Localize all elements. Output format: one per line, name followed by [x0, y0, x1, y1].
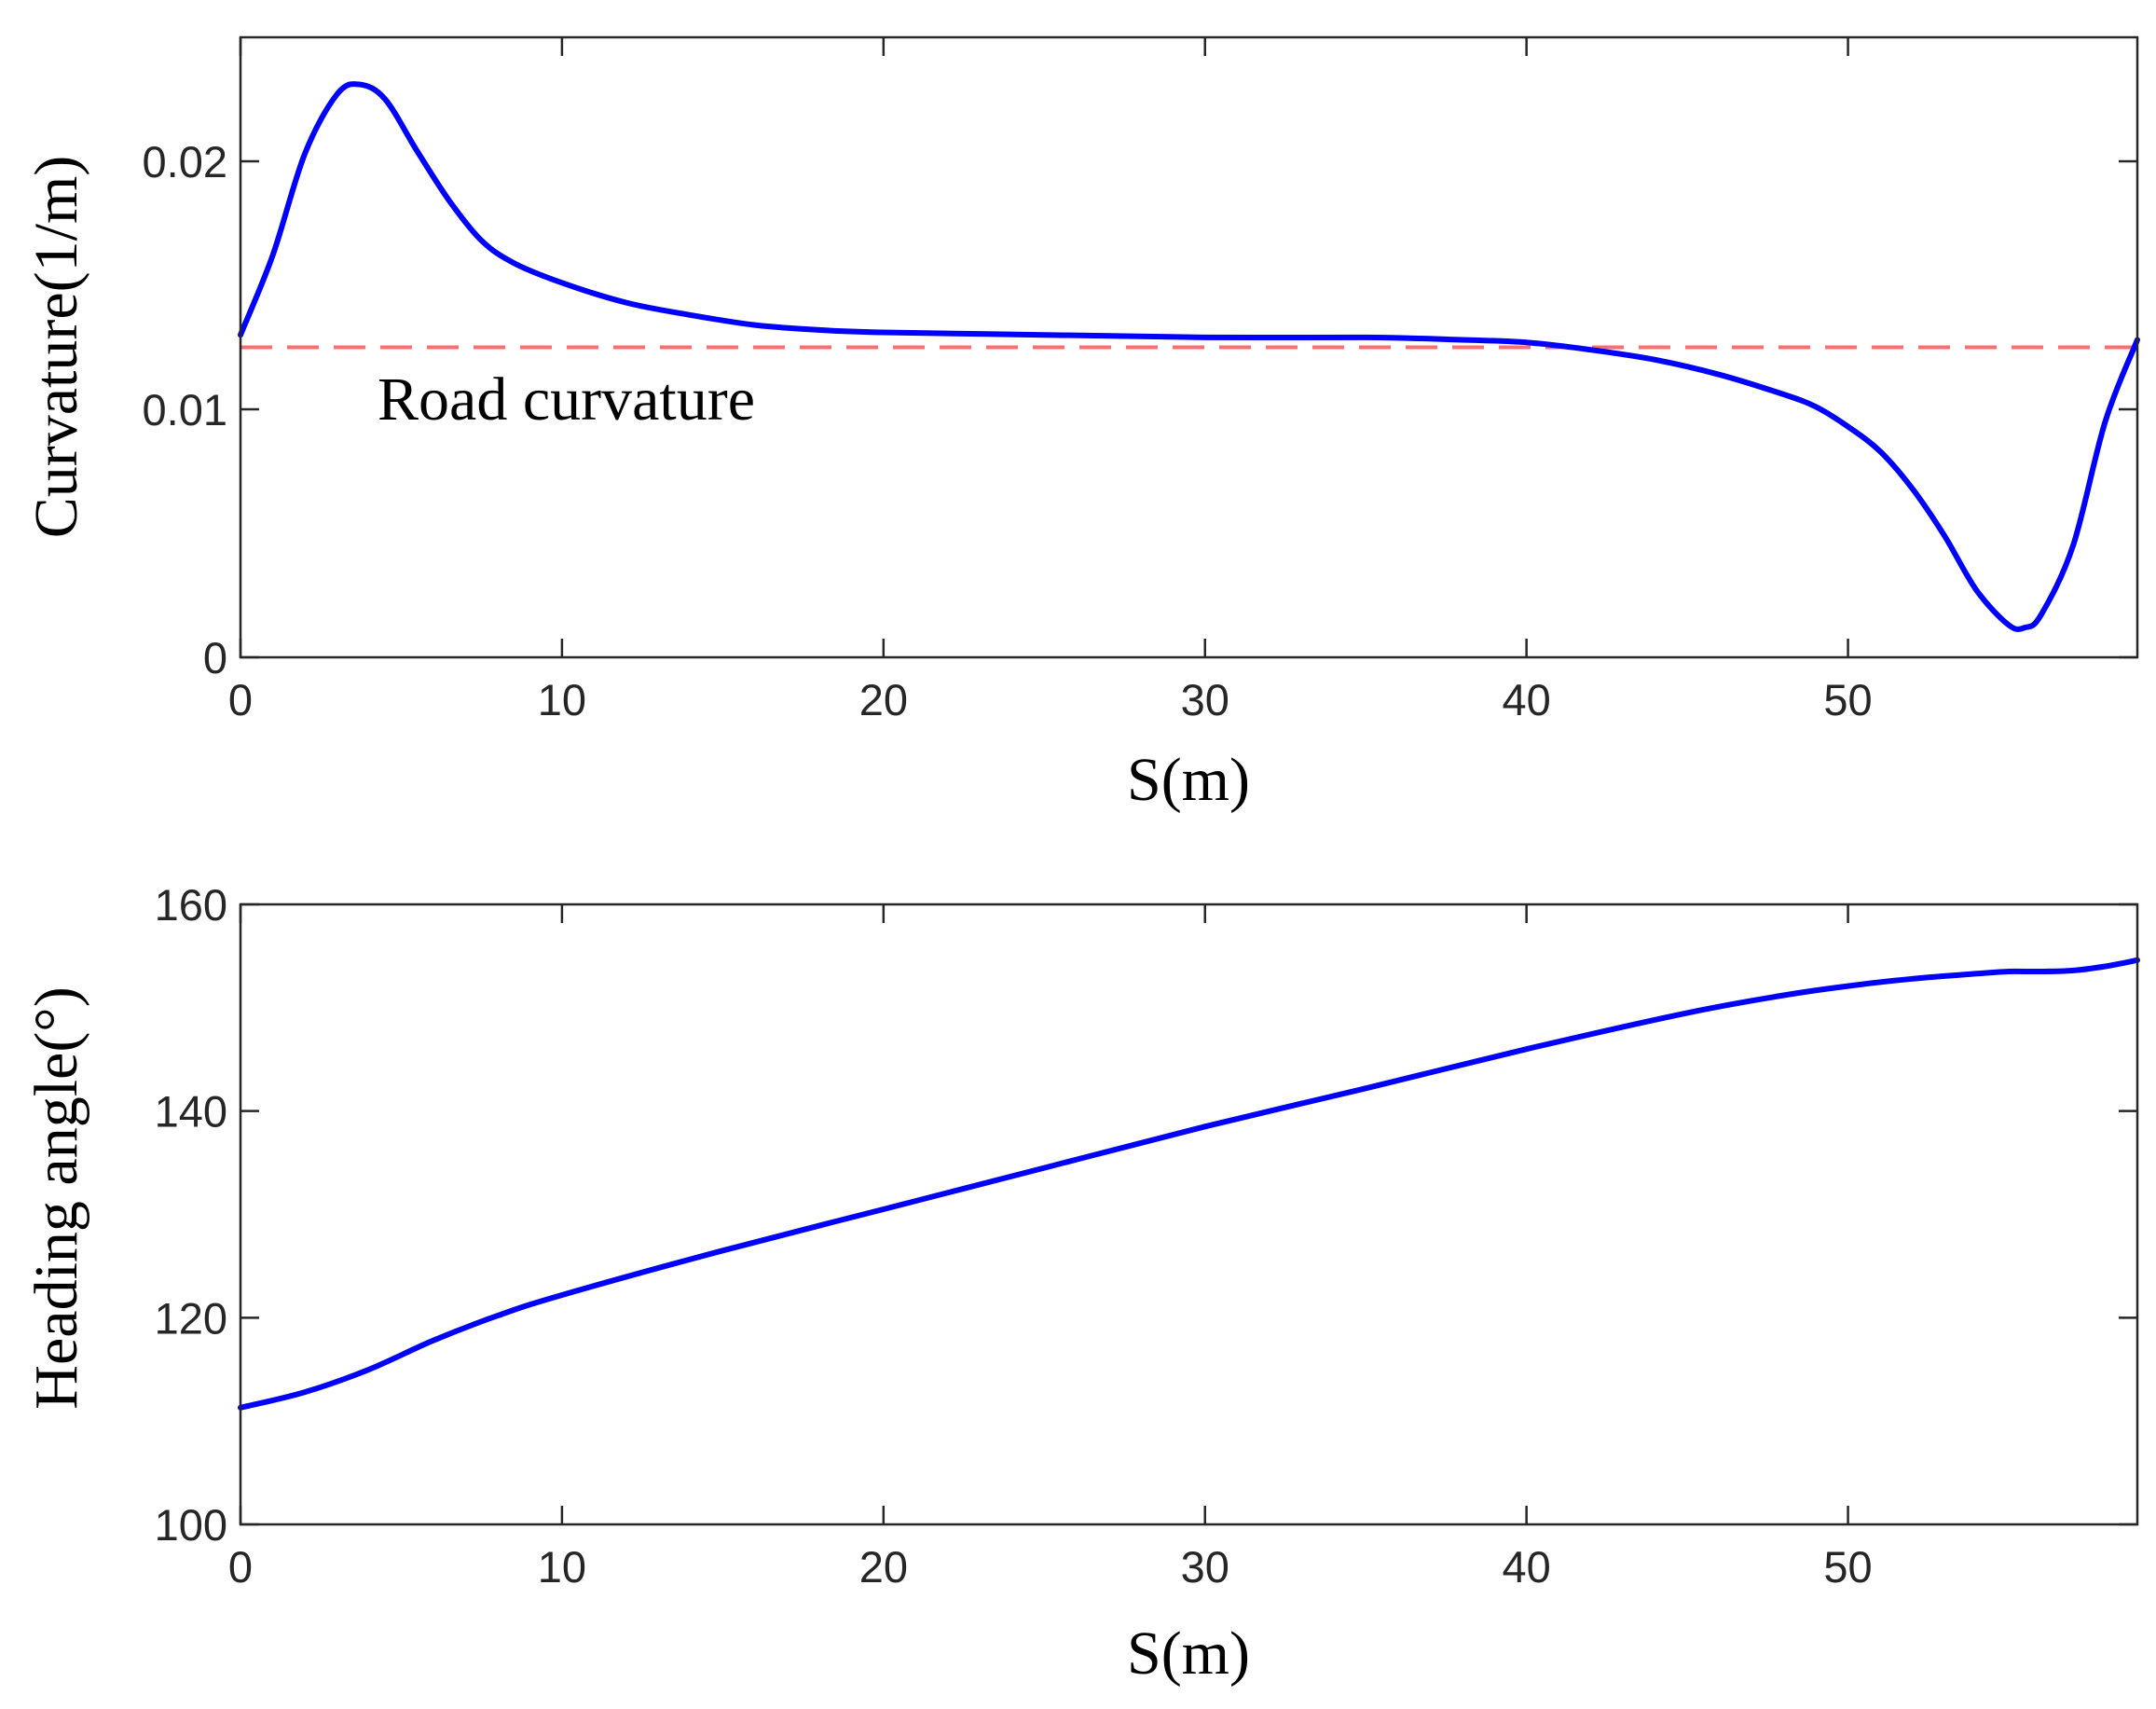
x-tick-label: 10: [538, 1542, 586, 1592]
curvature-series: [238, 81, 2140, 632]
x-tick-label: 0: [228, 675, 253, 724]
x-tick-label: 30: [1181, 1542, 1229, 1592]
heading-angle-series: [238, 957, 2140, 1411]
tick-marks: [239, 903, 2137, 1526]
x-tick-labels: 0 10 20 30 40 50: [228, 675, 1873, 724]
y-tick-label: 120: [155, 1293, 227, 1343]
y-tick-label: 140: [155, 1087, 227, 1137]
curvature-panel: 0 10 20 30 40 50 0 0.01 0.02 Road curvature S(m…: [22, 35, 2140, 814]
x-tick-label: 50: [1823, 1542, 1872, 1592]
heading-angle-panel: 0 10 20 30 40 50 100 120 140 160 S(m) Heading an…: [22, 880, 2140, 1688]
x-tick-label: 40: [1503, 675, 1551, 724]
axes-box: [239, 35, 2139, 659]
y-tick-labels: 100 120 140 160: [155, 880, 227, 1550]
x-tick-label: 50: [1823, 675, 1872, 724]
x-tick-label: 40: [1503, 1542, 1551, 1592]
y-tick-labels: 0 0.01 0.02: [143, 137, 227, 682]
x-tick-label: 0: [228, 1542, 253, 1592]
y-tick-label: 0.02: [143, 137, 227, 186]
y-tick-label: 100: [155, 1500, 227, 1550]
series-line: [238, 81, 2140, 632]
x-tick-label: 20: [859, 1542, 908, 1592]
x-tick-label: 10: [538, 675, 586, 724]
x-tick-labels: 0 10 20 30 40 50: [228, 1542, 1873, 1592]
tick-marks: [239, 37, 2137, 659]
x-tick-label: 20: [859, 675, 908, 724]
series-line: [238, 957, 2140, 1411]
axes-box: [239, 903, 2139, 1526]
x-axis-label: S(m): [1127, 746, 1250, 814]
x-axis-label: S(m): [1127, 1619, 1250, 1688]
y-axis-label: Curvature(1/m): [22, 156, 90, 539]
plot-area: [240, 904, 2137, 1524]
road-curvature-label: Road curvature: [378, 365, 755, 434]
y-tick-label: 160: [155, 880, 227, 930]
y-tick-label: 0.01: [143, 385, 227, 434]
y-tick-label: 0: [203, 633, 227, 682]
x-tick-label: 30: [1181, 675, 1229, 724]
y-axis-label: Heading angle(°): [22, 986, 90, 1409]
